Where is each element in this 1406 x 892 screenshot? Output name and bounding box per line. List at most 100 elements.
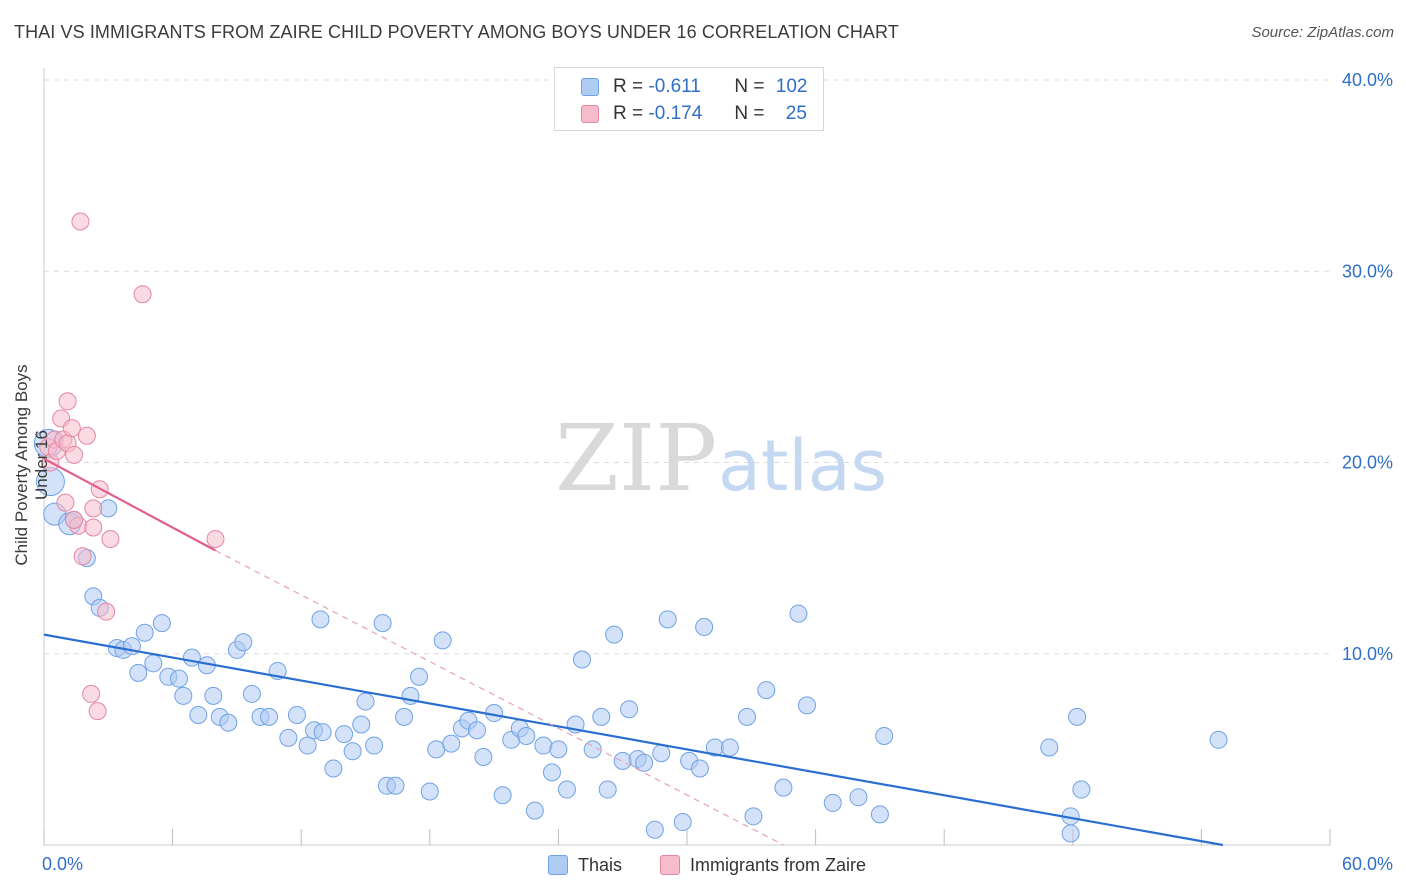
stats-legend: R = -0.611 N = 102 R = -0.174 N = 25 bbox=[554, 67, 824, 131]
zaire-point bbox=[77, 426, 96, 445]
thais-point bbox=[695, 617, 714, 636]
x-tick-label: 0.0% bbox=[42, 854, 83, 874]
thais-point bbox=[658, 610, 677, 629]
thais-point bbox=[798, 696, 817, 715]
y-tick-label: 10.0% bbox=[1342, 644, 1393, 664]
thais-point bbox=[673, 813, 692, 832]
thais-point bbox=[474, 748, 493, 767]
thais-point bbox=[410, 667, 429, 686]
thais-point bbox=[170, 669, 189, 688]
zaire-point bbox=[65, 510, 84, 529]
thais-point bbox=[598, 780, 617, 799]
stats-legend-row-thais: R = -0.611 N = 102 bbox=[581, 75, 807, 99]
thais-point bbox=[635, 753, 654, 772]
thais-point bbox=[549, 740, 568, 759]
thais-point bbox=[1072, 780, 1091, 799]
thais-point bbox=[365, 736, 384, 755]
thais-point bbox=[870, 805, 889, 824]
thais-point bbox=[690, 759, 709, 778]
thais-point bbox=[720, 738, 739, 757]
r-label: R = bbox=[613, 103, 644, 124]
zaire-point bbox=[56, 493, 75, 512]
thais-point bbox=[311, 610, 330, 629]
thais-legend-swatch bbox=[548, 855, 568, 875]
source-label: Source: ZipAtlas.com bbox=[1251, 24, 1394, 41]
zaire-point bbox=[101, 530, 120, 548]
thais-swatch bbox=[581, 78, 599, 96]
zaire-point bbox=[206, 530, 225, 548]
thais-point bbox=[620, 700, 639, 719]
thais-point bbox=[757, 681, 776, 700]
thais-point bbox=[99, 499, 118, 518]
thais-point bbox=[386, 776, 405, 795]
thais-point bbox=[613, 751, 632, 770]
thais-point bbox=[219, 713, 238, 732]
zaire-trend-line bbox=[43, 457, 216, 552]
n-value: 102 bbox=[775, 76, 808, 97]
legend-item-zaire[interactable]: Immigrants from Zaire bbox=[660, 852, 866, 878]
thais-point bbox=[442, 734, 461, 753]
thais-point bbox=[744, 807, 763, 826]
thais-point bbox=[204, 686, 223, 705]
thais-point bbox=[373, 614, 392, 633]
y-tick-label: 40.0% bbox=[1342, 70, 1393, 90]
thais-point bbox=[420, 782, 439, 801]
thais-point bbox=[542, 763, 561, 782]
thais-point bbox=[433, 631, 452, 650]
n-label: N = bbox=[734, 76, 765, 97]
thais-point bbox=[849, 788, 868, 807]
zaire-swatch bbox=[581, 105, 599, 123]
thais-point bbox=[287, 705, 306, 724]
thais-point bbox=[335, 725, 354, 744]
watermark-atlas: atlas bbox=[718, 425, 887, 507]
thais-trend-line bbox=[43, 633, 1224, 847]
thais-point bbox=[279, 728, 298, 747]
thais-point bbox=[189, 705, 208, 724]
thais-point bbox=[234, 633, 253, 652]
zaire-point bbox=[58, 392, 77, 411]
zaire-point bbox=[97, 602, 116, 621]
zaire-legend-swatch bbox=[660, 855, 680, 875]
thais-point bbox=[427, 740, 446, 759]
thais-point bbox=[152, 614, 171, 633]
legend-label-thais: Thais bbox=[578, 854, 623, 875]
thais-point bbox=[182, 648, 201, 667]
watermark-zip: ZIP bbox=[555, 405, 717, 512]
zaire-point bbox=[82, 684, 101, 703]
thais-point bbox=[592, 707, 611, 726]
thais-point bbox=[352, 715, 371, 734]
thais-point bbox=[144, 654, 163, 673]
y-tick-label: 30.0% bbox=[1342, 261, 1393, 281]
thais-point bbox=[645, 820, 664, 839]
thais-point bbox=[1209, 730, 1228, 749]
stats-legend-row-zaire: R = -0.174 N = 25 bbox=[581, 102, 807, 126]
thais-point bbox=[738, 707, 757, 726]
zaire-trend-extension bbox=[215, 549, 784, 846]
thais-point bbox=[517, 726, 536, 745]
thais-point bbox=[395, 707, 414, 726]
y-axis-label: Child Poverty Among Boys Under 16 bbox=[12, 364, 51, 566]
zaire-point bbox=[73, 547, 92, 566]
thais-point bbox=[875, 726, 894, 745]
thais-point bbox=[298, 736, 317, 755]
thais-point bbox=[534, 736, 553, 755]
r-value: -0.611 bbox=[648, 76, 701, 97]
zaire-point bbox=[71, 212, 90, 231]
legend-item-thais[interactable]: Thais bbox=[548, 852, 622, 878]
thais-point bbox=[652, 744, 671, 763]
thais-point bbox=[242, 684, 261, 703]
thais-point bbox=[557, 780, 576, 799]
legend-label-zaire: Immigrants from Zaire bbox=[690, 854, 867, 875]
r-value: -0.174 bbox=[648, 103, 703, 124]
x-tick-label: 60.0% bbox=[1342, 854, 1393, 874]
thais-point bbox=[823, 793, 842, 812]
thais-point bbox=[583, 740, 602, 759]
thais-point bbox=[1068, 707, 1087, 726]
series-legend: Thais Immigrants from Zaire bbox=[0, 852, 1406, 878]
thais-point bbox=[1061, 824, 1080, 843]
zaire-point bbox=[133, 285, 152, 304]
thais-point bbox=[135, 623, 154, 642]
y-tick-label: 20.0% bbox=[1342, 453, 1393, 473]
r-label: R = bbox=[613, 76, 644, 97]
